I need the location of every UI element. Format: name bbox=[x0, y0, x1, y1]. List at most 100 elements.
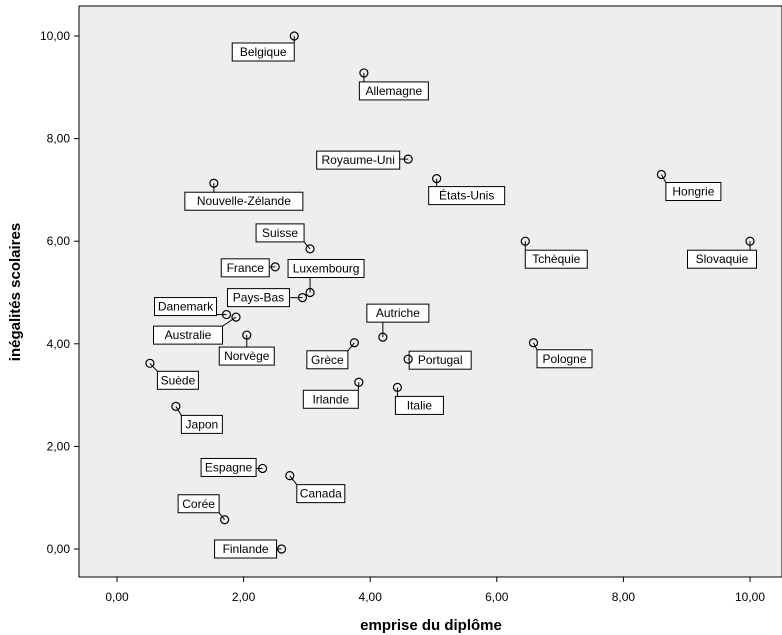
label-box bbox=[358, 81, 429, 101]
y-tick-label: 2,00 bbox=[47, 439, 71, 453]
point-group: France bbox=[220, 258, 280, 278]
point-label: Slovaquie bbox=[696, 252, 749, 266]
point-group: Irlande bbox=[302, 377, 364, 409]
point-group: Italie bbox=[392, 382, 444, 415]
point-label: Suisse bbox=[262, 226, 298, 240]
label-box bbox=[394, 395, 444, 415]
point-label: Portugal bbox=[418, 353, 463, 367]
point-group: Portugal bbox=[403, 350, 472, 370]
point-group: Hongrie bbox=[656, 169, 722, 202]
point-label: Suède bbox=[161, 373, 196, 387]
point-group: Belgique bbox=[231, 31, 299, 62]
point-group: Autriche bbox=[366, 303, 430, 342]
label-box bbox=[156, 370, 199, 390]
x-axis: 0,00 2,00 4,00 6,00 8,00 10,00 bbox=[105, 577, 765, 604]
data-point-marker bbox=[305, 287, 315, 298]
label-box bbox=[184, 191, 304, 211]
label-box bbox=[220, 258, 270, 278]
data-point-marker bbox=[145, 358, 155, 368]
leader-line bbox=[303, 241, 311, 250]
label-box bbox=[231, 42, 295, 62]
point-label: Australie bbox=[165, 328, 212, 342]
data-point-marker bbox=[392, 382, 403, 393]
point-group: Australie bbox=[153, 312, 241, 345]
leader-line bbox=[222, 316, 237, 327]
leader-line bbox=[149, 362, 158, 372]
label-box bbox=[153, 325, 224, 345]
data-point-marker bbox=[378, 332, 388, 342]
data-point-marker bbox=[220, 515, 230, 525]
data-point-marker bbox=[354, 377, 364, 387]
point-label: Belgique bbox=[240, 45, 287, 59]
label-box bbox=[524, 249, 588, 269]
label-box bbox=[177, 494, 220, 514]
point-group: Danemark bbox=[154, 297, 232, 320]
point-label: Allemagne bbox=[366, 84, 423, 98]
data-point-marker bbox=[305, 244, 315, 254]
point-label: Luxembourg bbox=[293, 262, 360, 276]
label-box bbox=[302, 389, 359, 409]
label-box bbox=[296, 484, 346, 504]
point-label: Grèce bbox=[311, 353, 344, 367]
data-point-marker bbox=[297, 293, 308, 303]
point-group: Suède bbox=[145, 358, 199, 390]
point-group: Nouvelle-Zélande bbox=[184, 178, 304, 211]
data-point-marker bbox=[432, 174, 442, 184]
label-box bbox=[287, 259, 365, 278]
data-point-marker bbox=[221, 309, 232, 320]
x-tick-label: 4,00 bbox=[359, 590, 383, 604]
y-tick-label: 0,00 bbox=[47, 542, 71, 556]
label-box bbox=[214, 539, 278, 559]
point-group: Pologne bbox=[528, 338, 593, 369]
y-axis-title: inégalités scolaires bbox=[7, 223, 24, 361]
point-label: Japon bbox=[186, 417, 219, 431]
point-label: Pologne bbox=[542, 352, 586, 366]
data-point-marker bbox=[289, 31, 299, 41]
data-point-marker bbox=[242, 330, 252, 340]
y-tick-label: 6,00 bbox=[47, 234, 71, 248]
label-box bbox=[536, 349, 593, 369]
point-group: Allemagne bbox=[358, 68, 429, 101]
x-tick-label: 2,00 bbox=[232, 590, 256, 604]
point-group: Tchèquie bbox=[520, 236, 588, 269]
point-label: États-Unis bbox=[439, 188, 494, 203]
x-tick-label: 6,00 bbox=[485, 590, 509, 604]
data-point-marker bbox=[270, 262, 280, 272]
data-point-marker bbox=[349, 338, 359, 348]
label-box bbox=[428, 186, 506, 206]
label-box bbox=[218, 346, 275, 366]
x-tick-label: 0,00 bbox=[105, 590, 129, 604]
point-label: Tchèquie bbox=[532, 252, 580, 266]
leader-line bbox=[289, 475, 298, 485]
data-point-marker bbox=[656, 169, 666, 180]
leader-line bbox=[347, 342, 355, 352]
label-box bbox=[665, 182, 722, 202]
label-box bbox=[200, 457, 257, 477]
data-point-marker bbox=[403, 354, 413, 364]
point-label: Hongrie bbox=[672, 185, 714, 199]
y-tick-label: 10,00 bbox=[40, 29, 70, 43]
point-group: Espagne bbox=[200, 457, 268, 477]
point-label: Canada bbox=[300, 487, 342, 501]
point-group: Canada bbox=[285, 471, 346, 504]
data-point-marker bbox=[171, 401, 181, 411]
point-label: Royaume-Uni bbox=[322, 153, 395, 167]
point-group: États-Unis bbox=[428, 174, 506, 206]
data-point-marker bbox=[257, 463, 268, 474]
point-label: Irlande bbox=[312, 392, 349, 406]
point-group: Norvège bbox=[218, 330, 275, 366]
label-box bbox=[687, 249, 757, 269]
data-point-marker bbox=[528, 338, 539, 348]
label-box bbox=[180, 414, 223, 434]
data-point-marker bbox=[285, 471, 295, 481]
label-box bbox=[366, 303, 430, 323]
label-box bbox=[316, 150, 401, 170]
data-points: Belgique Allemagne Royaume-Uni États-Unis Ho… bbox=[145, 31, 757, 559]
label-box bbox=[408, 350, 472, 370]
point-group: Japon bbox=[171, 401, 223, 434]
y-tick-label: 4,00 bbox=[47, 337, 71, 351]
data-point-marker bbox=[231, 312, 241, 322]
point-group: Luxembourg bbox=[287, 259, 365, 298]
point-group: Slovaquie bbox=[687, 236, 757, 269]
data-point-marker bbox=[359, 68, 369, 78]
